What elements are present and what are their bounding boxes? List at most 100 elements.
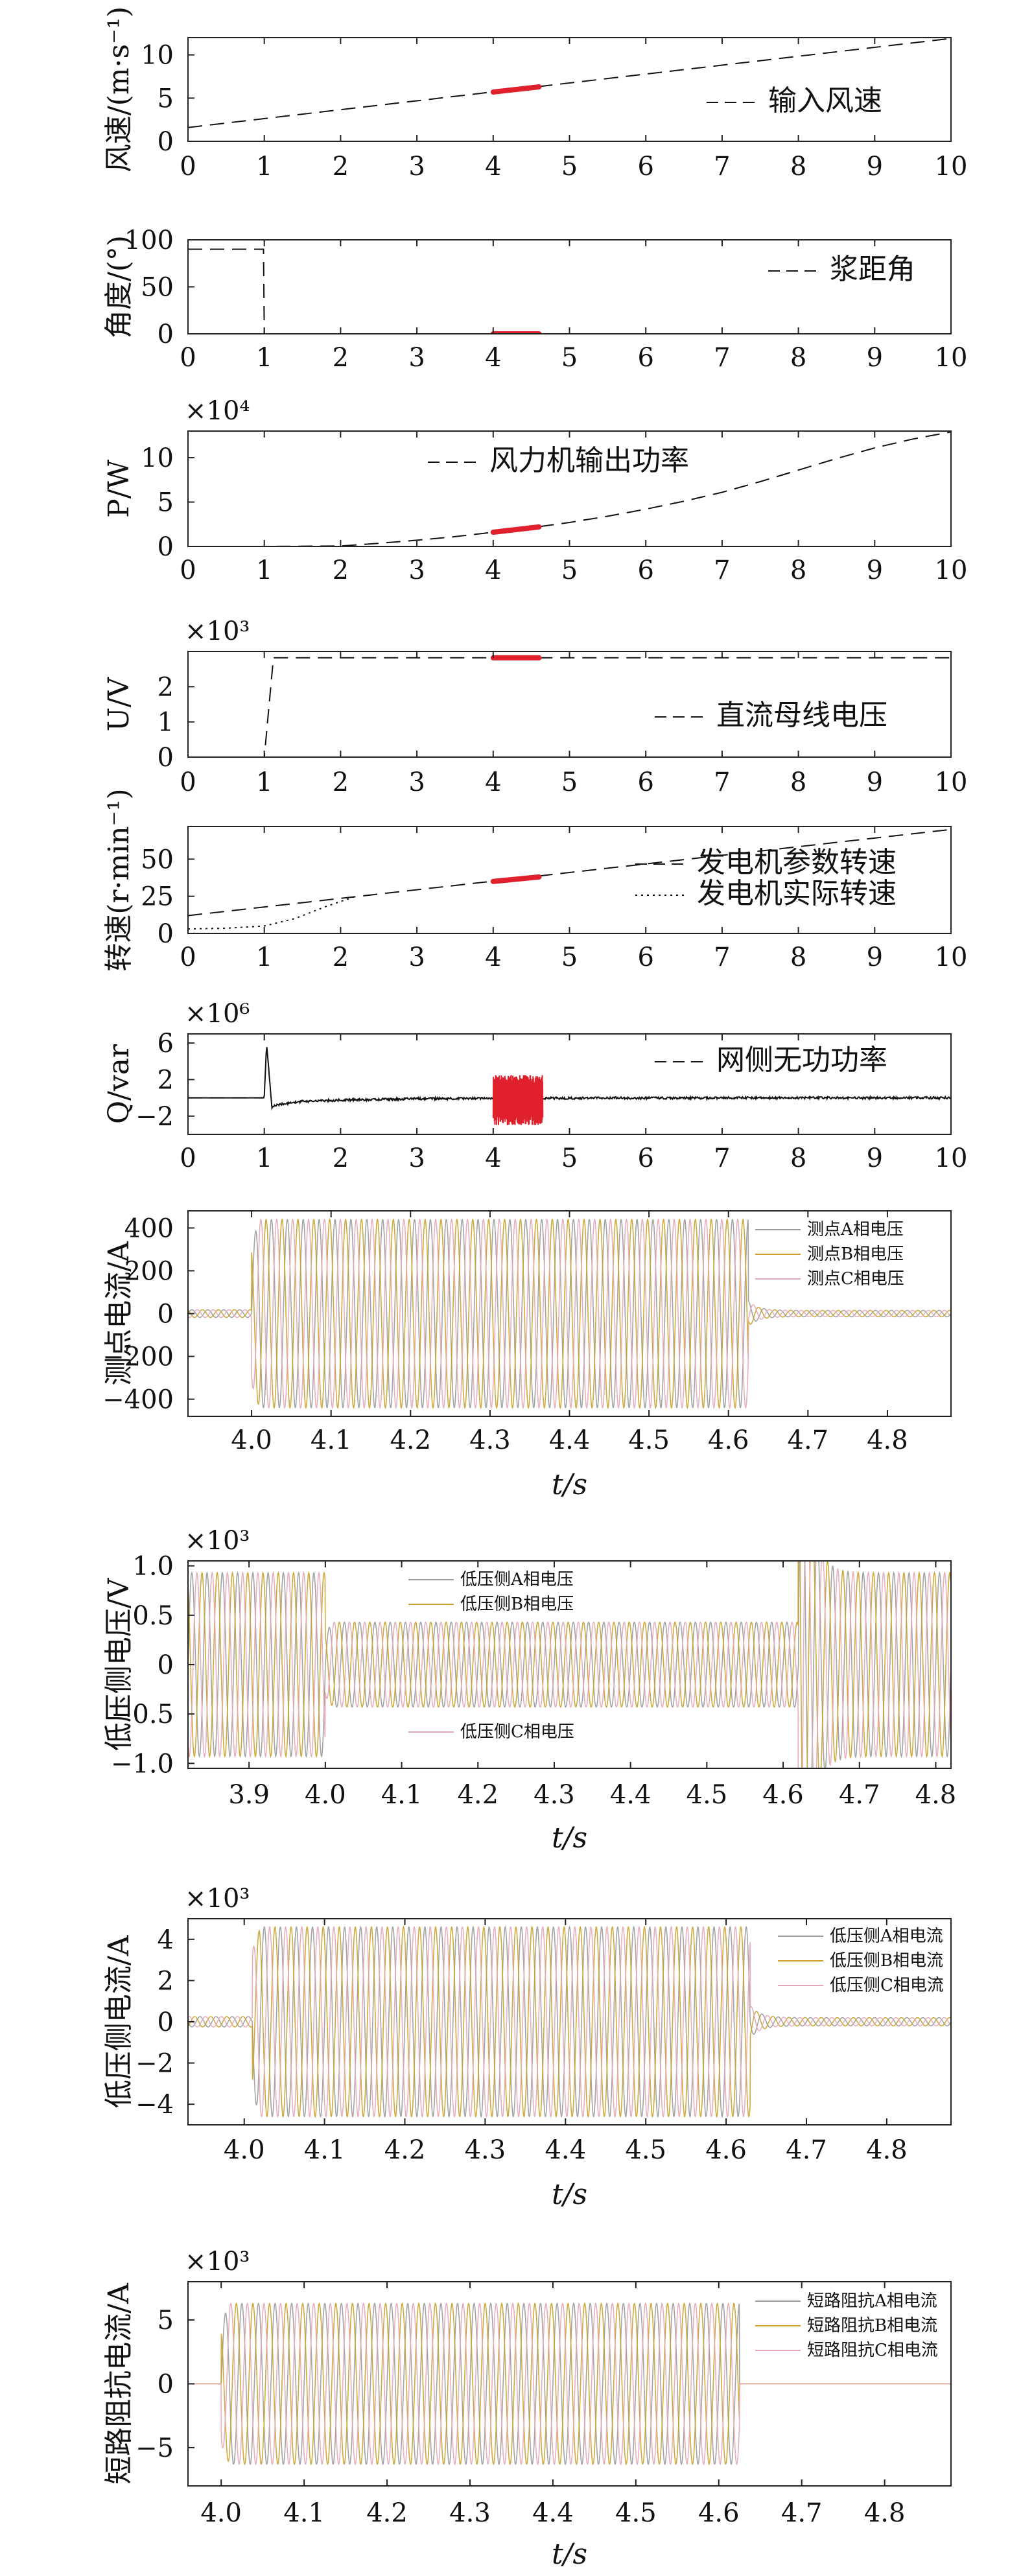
x-tick-label: 2 [333,943,349,972]
x-tick-label: 6 [637,1143,653,1173]
y-axis-label: 转速(r·min⁻¹) [102,788,135,971]
x-tick-label: 4 [485,943,501,972]
x-tick-label: 4 [485,152,501,181]
x-tick-label: 6 [637,556,653,585]
x-axis-label: t/s [552,2538,587,2571]
x-tick-label: 3 [408,767,425,797]
y-axis-label: U/V [102,676,135,731]
x-tick-label: 5 [561,556,578,585]
x-tick-label: 7 [714,556,730,585]
y-tick-label: 10 [141,41,174,71]
y-tick-label: −400 [102,1385,174,1415]
x-tick-label: 9 [867,943,883,972]
axis-multiplier: ×10⁶ [185,999,250,1029]
x-tick-label: 4 [485,556,501,585]
x-tick-label: 4.7 [839,1780,880,1810]
y-axis-label: P/W [102,459,135,517]
legend-label: 低压侧C相电流 [830,1976,944,1995]
x-tick-label: 2 [333,1143,349,1173]
y-tick-label: −4 [135,2090,174,2120]
x-tick-label: 10 [935,152,968,181]
x-tick-label: 0 [180,1143,196,1173]
x-tick-label: 9 [867,1143,883,1173]
legend-label: 低压侧B相电压 [460,1595,574,1614]
x-tick-label: 4.7 [788,1425,829,1455]
x-tick-label: 1 [256,556,272,585]
x-tick-label: 4 [485,343,501,373]
x-tick-label: 6 [637,943,653,972]
x-tick-label: 4.5 [687,1780,728,1810]
x-tick-label: 5 [561,152,578,181]
x-tick-label: 0 [180,767,196,797]
x-tick-label: 0 [180,343,196,373]
x-tick-label: 2 [333,556,349,585]
x-tick-label: 8 [790,767,806,797]
x-tick-label: 4.7 [786,2135,827,2165]
legend-label: 短路阻抗C相电流 [807,2341,938,2360]
x-tick-label: 4.0 [231,1425,272,1455]
legend-label: 低压侧A相电压 [460,1570,574,1589]
x-tick-label: 4.5 [625,2135,666,2165]
y-tick-label: 0 [158,320,174,349]
y-tick-label: 0 [158,2008,174,2037]
x-tick-label: 4 [485,1143,501,1173]
y-tick-label: 0 [158,127,174,157]
y-tick-label: 0 [158,919,174,949]
x-tick-label: 4.2 [457,1780,499,1810]
legend-label: 发电机实际转速 [697,877,897,910]
y-tick-label: 1 [158,708,174,738]
x-tick-label: 5 [561,343,578,373]
x-tick-label: 4.4 [549,1425,591,1455]
legend-label: 风力机输出功率 [489,444,689,477]
y-tick-label: 5 [158,2306,174,2336]
x-tick-label: 3 [408,152,425,181]
x-tick-label: 4.6 [705,2135,747,2165]
x-tick-label: 4.2 [366,2498,408,2528]
x-tick-label: 4 [485,767,501,797]
x-tick-label: 5 [561,1143,578,1173]
y-axis-label: 低压侧电压/V [102,1577,135,1751]
x-tick-label: 1 [256,152,272,181]
legend-label: 输入风速 [768,84,882,117]
y-tick-label: 2 [158,1065,174,1095]
legend-label: 短路阻抗A相电流 [807,2291,937,2311]
x-tick-label: 4.4 [545,2135,586,2165]
x-tick-label: 4.6 [708,1425,749,1455]
x-tick-label: 4.1 [381,1780,423,1810]
y-axis-label: 测点电流/A [102,1241,135,1386]
legend-label: 测点C相电压 [807,1269,904,1289]
x-tick-label: 4.1 [283,2498,325,2528]
x-tick-label: 0 [180,943,196,972]
x-tick-label: 4.8 [864,2498,906,2528]
legend-label: 网侧无功功率 [716,1044,887,1077]
x-tick-label: 4.3 [465,2135,506,2165]
y-axis-label: 风速/(m·s⁻¹) [102,6,135,172]
x-axis-label: t/s [552,1468,587,1501]
x-tick-label: 3 [408,556,425,585]
x-tick-label: 2 [333,767,349,797]
axis-multiplier: ×10³ [185,616,250,646]
axis-multiplier: ×10³ [185,1884,250,1914]
x-tick-label: 8 [790,343,806,373]
x-tick-label: 4.3 [449,2498,491,2528]
x-tick-label: 9 [867,767,883,797]
x-tick-label: 10 [935,556,968,585]
y-tick-label: −1.0 [111,1749,174,1779]
highlight-segment [493,1075,543,1125]
x-tick-label: 9 [867,343,883,373]
x-tick-label: 2 [333,343,349,373]
y-tick-label: 10 [141,443,174,473]
axis-multiplier: ×10³ [185,2247,250,2277]
y-tick-label: 25 [141,882,174,912]
y-axis-label: 短路阻抗电流/A [102,2282,135,2485]
y-tick-label: 0 [158,743,174,773]
y-tick-label: 0 [158,532,174,562]
x-tick-label: 4.4 [610,1780,651,1810]
x-tick-label: 4.0 [305,1780,346,1810]
y-tick-label: 4 [158,1925,174,1955]
x-tick-label: 1 [256,1143,272,1173]
x-tick-label: 3 [408,343,425,373]
x-tick-label: 0 [180,152,196,181]
legend-label: 发电机参数转速 [697,846,897,879]
y-tick-label: 400 [124,1213,174,1243]
